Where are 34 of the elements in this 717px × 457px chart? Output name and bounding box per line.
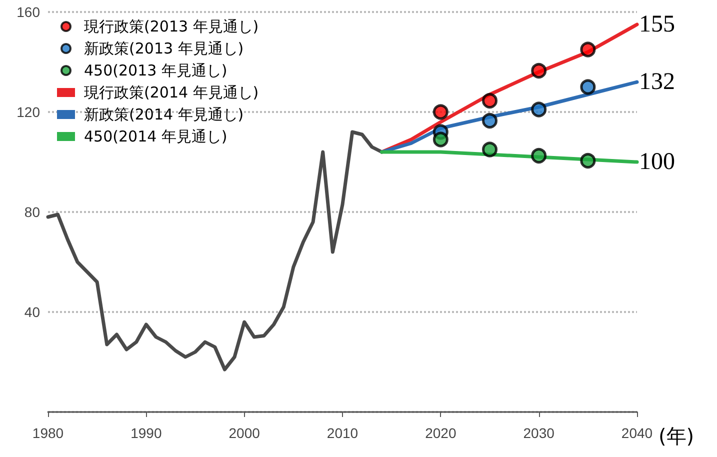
- point: [531, 63, 547, 78]
- data-label: 100: [639, 149, 675, 175]
- point: [531, 148, 547, 164]
- y-tick-label: 120: [16, 104, 40, 120]
- point: [482, 93, 498, 108]
- legend-label: 新政策(2013 年見通し): [84, 40, 244, 58]
- x-tick-label: 2010: [326, 425, 358, 441]
- point: [432, 132, 448, 148]
- point: [482, 142, 498, 158]
- x-tick-label: 2000: [228, 425, 260, 441]
- data-label: 155: [639, 12, 675, 38]
- x-tick-label: 2040: [621, 425, 653, 441]
- point: [531, 102, 547, 118]
- legend-label: 新政策(2014 年見通し): [84, 106, 244, 124]
- x-axis-title: (年): [658, 424, 694, 448]
- point: [580, 79, 596, 95]
- legend-label: 現行政策(2014 年見通し): [84, 84, 259, 102]
- y-tick-label: 160: [16, 4, 40, 20]
- point: [482, 113, 498, 128]
- x-tick-label: 2030: [523, 425, 555, 441]
- data-label: 132: [639, 69, 675, 95]
- line-series: [46, 130, 384, 372]
- x-tick-label: 1980: [32, 425, 64, 441]
- y-tick-label: 80: [24, 204, 40, 220]
- line-series: [380, 80, 639, 154]
- legend-label: 450(2014 年見通し): [84, 128, 228, 146]
- point: [580, 42, 596, 58]
- point: [580, 153, 596, 168]
- point: [432, 104, 448, 120]
- legend-label: 450(2013 年見通し): [84, 62, 228, 80]
- x-tick-label: 1990: [130, 425, 162, 441]
- y-tick-label: 40: [24, 304, 40, 320]
- x-tick-label: 2020: [425, 425, 456, 441]
- legend-label: 現行政策(2013 年見通し): [84, 18, 259, 36]
